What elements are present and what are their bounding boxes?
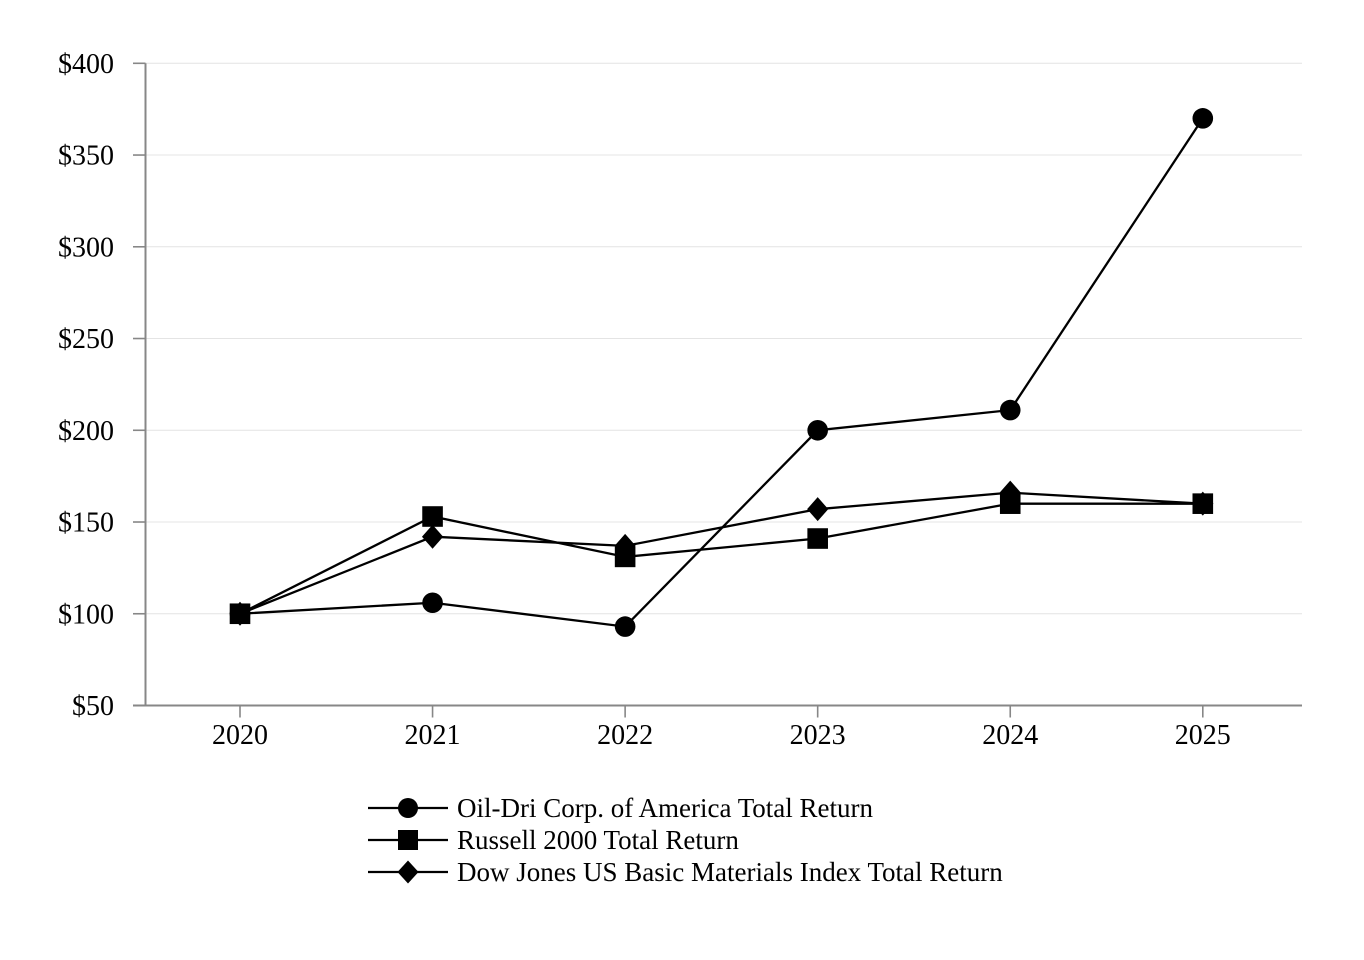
data-point-circle: [422, 592, 443, 614]
y-axis-tick-label: $150: [58, 508, 114, 539]
x-axis-tick-label: 2020: [212, 720, 268, 751]
y-axis-tick-label: $200: [58, 416, 114, 447]
diamond-marker-icon: [368, 860, 448, 884]
data-point-circle: [614, 616, 636, 637]
legend-item-dow-jones-basic-materials: Dow Jones US Basic Materials Index Total…: [368, 856, 1003, 888]
series-line-circle: [239, 117, 1204, 628]
square-marker-icon: [368, 830, 448, 850]
data-point-circle: [807, 419, 828, 441]
data-point-circle: [999, 399, 1021, 421]
x-axis-tick-label: 2024: [982, 720, 1038, 751]
data-point-square: [807, 528, 828, 549]
data-point-square: [999, 493, 1021, 514]
chart-legend: Oil-Dri Corp. of America Total Return Ru…: [368, 792, 1003, 888]
legend-label-russell-2000: Russell 2000 Total Return: [457, 825, 739, 855]
y-axis-tick-label: $250: [58, 324, 114, 355]
total-return-line-chart: $50 $100 $150 $200 $250 $300 $350 $400 2020 2021 2…: [58, 49, 1302, 751]
x-axis-tick-label: 2021: [405, 720, 461, 751]
data-point-circle: [1192, 108, 1214, 129]
data-point-square: [1192, 493, 1214, 514]
x-axis-tick-label: 2023: [790, 720, 846, 751]
data-point-square: [229, 603, 251, 625]
y-axis-tick-label: $300: [58, 232, 114, 263]
data-point-square: [422, 506, 443, 527]
series-line-diamond: [239, 491, 1203, 615]
data-point-diamond: [807, 497, 829, 522]
legend-item-oil-dri: Oil-Dri Corp. of America Total Return: [368, 792, 1003, 824]
legend-item-russell-2000: Russell 2000 Total Return: [368, 824, 1003, 856]
y-axis-tick-label: $50: [72, 691, 114, 722]
legend-label-oil-dri: Oil-Dri Corp. of America Total Return: [457, 793, 874, 823]
x-axis-tick-label: 2022: [597, 720, 653, 751]
y-axis-tick-label: $350: [58, 141, 114, 172]
x-axis-tick-label: 2025: [1175, 720, 1231, 751]
data-point-diamond: [421, 524, 444, 549]
data-point-square: [614, 546, 636, 568]
y-axis-tick-label: $400: [58, 49, 114, 80]
series-line-square: [239, 502, 1203, 615]
circle-marker-icon: [368, 798, 448, 818]
legend-label-dow-jones-basic-materials: Dow Jones US Basic Materials Index Total…: [457, 857, 1003, 887]
y-axis-tick-label: $100: [58, 599, 114, 630]
